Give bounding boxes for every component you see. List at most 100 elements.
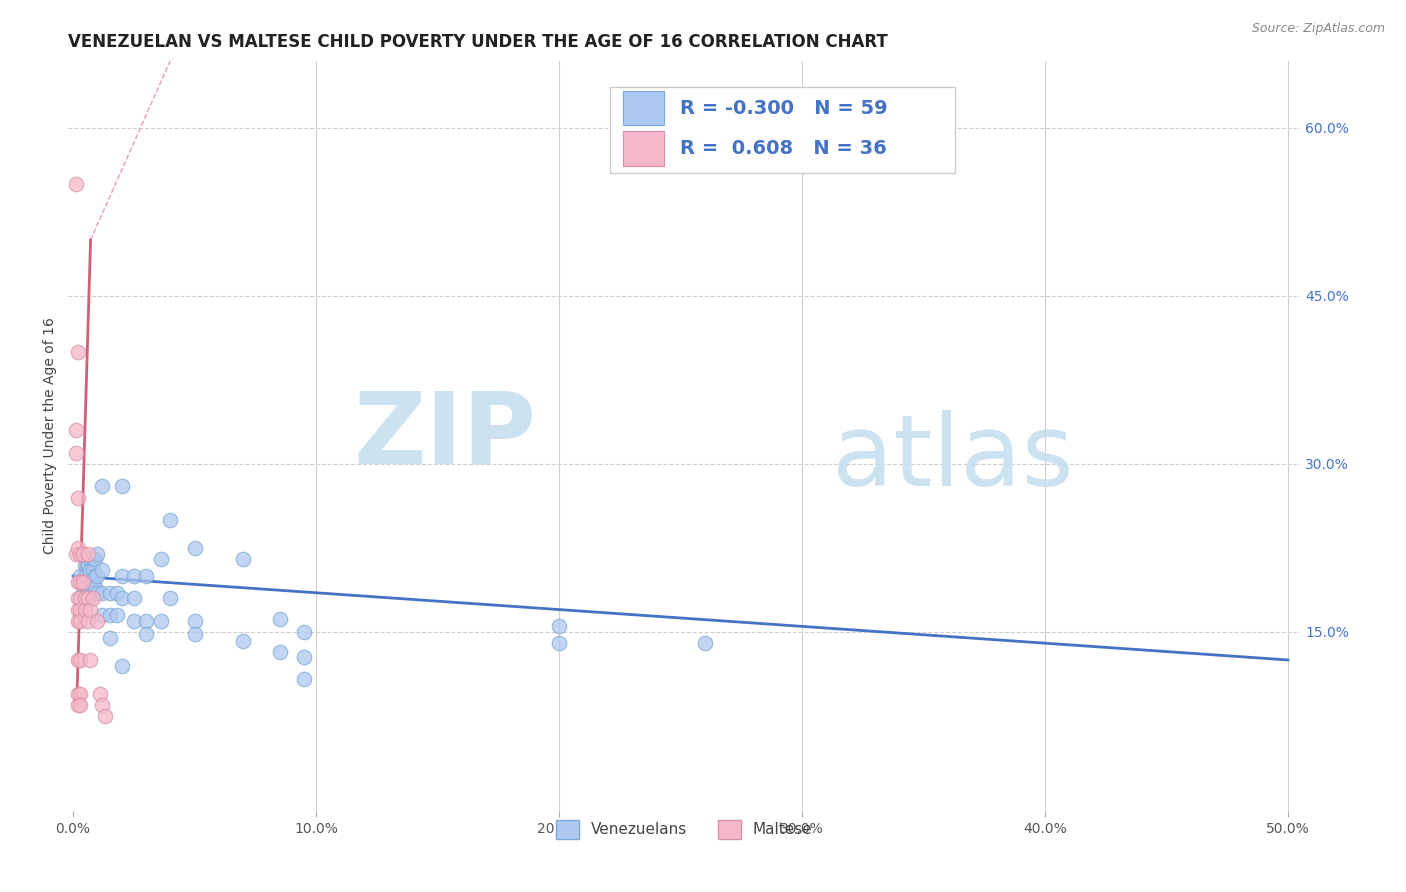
Text: Source: ZipAtlas.com: Source: ZipAtlas.com xyxy=(1251,22,1385,36)
Point xyxy=(66,591,89,606)
Point xyxy=(105,608,128,623)
FancyBboxPatch shape xyxy=(623,131,665,166)
Point xyxy=(66,602,89,616)
Point xyxy=(69,602,91,616)
Point xyxy=(82,563,104,577)
Point xyxy=(149,552,172,566)
Point xyxy=(76,576,98,591)
Point xyxy=(66,574,89,589)
Point xyxy=(149,614,172,628)
Point xyxy=(76,614,98,628)
Point xyxy=(66,653,89,667)
Point xyxy=(69,687,91,701)
Point xyxy=(98,631,121,645)
Point xyxy=(69,569,91,583)
Point xyxy=(72,574,94,589)
Point xyxy=(82,552,104,566)
Point xyxy=(111,658,134,673)
Point xyxy=(269,611,291,625)
Point xyxy=(75,591,97,606)
Point xyxy=(98,608,121,623)
Point xyxy=(66,614,89,628)
Point xyxy=(82,574,104,589)
Point xyxy=(79,653,101,667)
Point xyxy=(135,569,157,583)
Point xyxy=(292,649,315,664)
Text: R =  0.608   N = 36: R = 0.608 N = 36 xyxy=(681,139,887,158)
Point xyxy=(183,614,205,628)
Point xyxy=(66,698,89,712)
Point xyxy=(91,563,114,577)
Point xyxy=(292,672,315,686)
Point xyxy=(69,547,91,561)
Point xyxy=(75,582,97,597)
Point xyxy=(65,446,87,460)
Point xyxy=(66,345,89,359)
Point xyxy=(135,627,157,641)
Point xyxy=(72,574,94,589)
Point xyxy=(232,552,254,566)
Point xyxy=(159,513,181,527)
Point xyxy=(66,491,89,505)
Point xyxy=(183,541,205,555)
Point xyxy=(111,569,134,583)
Point xyxy=(75,574,97,589)
Point xyxy=(122,569,145,583)
Point xyxy=(86,569,108,583)
Point xyxy=(69,653,91,667)
Point xyxy=(75,602,97,616)
Point xyxy=(69,591,91,606)
Point xyxy=(91,479,114,493)
Point xyxy=(122,614,145,628)
Point xyxy=(269,645,291,659)
Point xyxy=(69,574,91,589)
Point xyxy=(105,586,128,600)
Point xyxy=(693,636,716,650)
Text: ZIP: ZIP xyxy=(353,387,536,484)
Point xyxy=(548,636,571,650)
Text: R = -0.300   N = 59: R = -0.300 N = 59 xyxy=(681,98,889,118)
Point xyxy=(82,586,104,600)
Point xyxy=(93,709,115,723)
Point xyxy=(91,698,114,712)
Point xyxy=(76,547,98,561)
Point xyxy=(98,586,121,600)
Point xyxy=(66,541,89,555)
Point xyxy=(72,586,94,600)
Point xyxy=(86,586,108,600)
Point xyxy=(79,552,101,566)
Point xyxy=(79,602,101,616)
Point xyxy=(86,614,108,628)
Point xyxy=(76,569,98,583)
Legend: Venezuelans, Maltese: Venezuelans, Maltese xyxy=(550,814,818,845)
Point xyxy=(76,558,98,572)
Point xyxy=(159,591,181,606)
Point xyxy=(76,591,98,606)
Point xyxy=(84,569,107,583)
Point xyxy=(232,634,254,648)
Point xyxy=(89,687,111,701)
Point xyxy=(79,563,101,577)
Point xyxy=(135,614,157,628)
Point xyxy=(183,627,205,641)
Point xyxy=(84,580,107,594)
Text: VENEZUELAN VS MALTESE CHILD POVERTY UNDER THE AGE OF 16 CORRELATION CHART: VENEZUELAN VS MALTESE CHILD POVERTY UNDE… xyxy=(69,33,889,51)
Point xyxy=(79,574,101,589)
Point xyxy=(122,591,145,606)
Point xyxy=(91,586,114,600)
Point xyxy=(75,589,97,603)
Point xyxy=(548,619,571,633)
Point xyxy=(111,591,134,606)
Point xyxy=(65,177,87,191)
Point xyxy=(91,608,114,623)
Point xyxy=(75,569,97,583)
Point xyxy=(75,558,97,572)
Point xyxy=(65,547,87,561)
Point xyxy=(84,552,107,566)
Point xyxy=(111,479,134,493)
Point xyxy=(69,614,91,628)
Point xyxy=(82,591,104,606)
Point xyxy=(66,687,89,701)
FancyBboxPatch shape xyxy=(623,91,665,125)
FancyBboxPatch shape xyxy=(610,87,955,173)
